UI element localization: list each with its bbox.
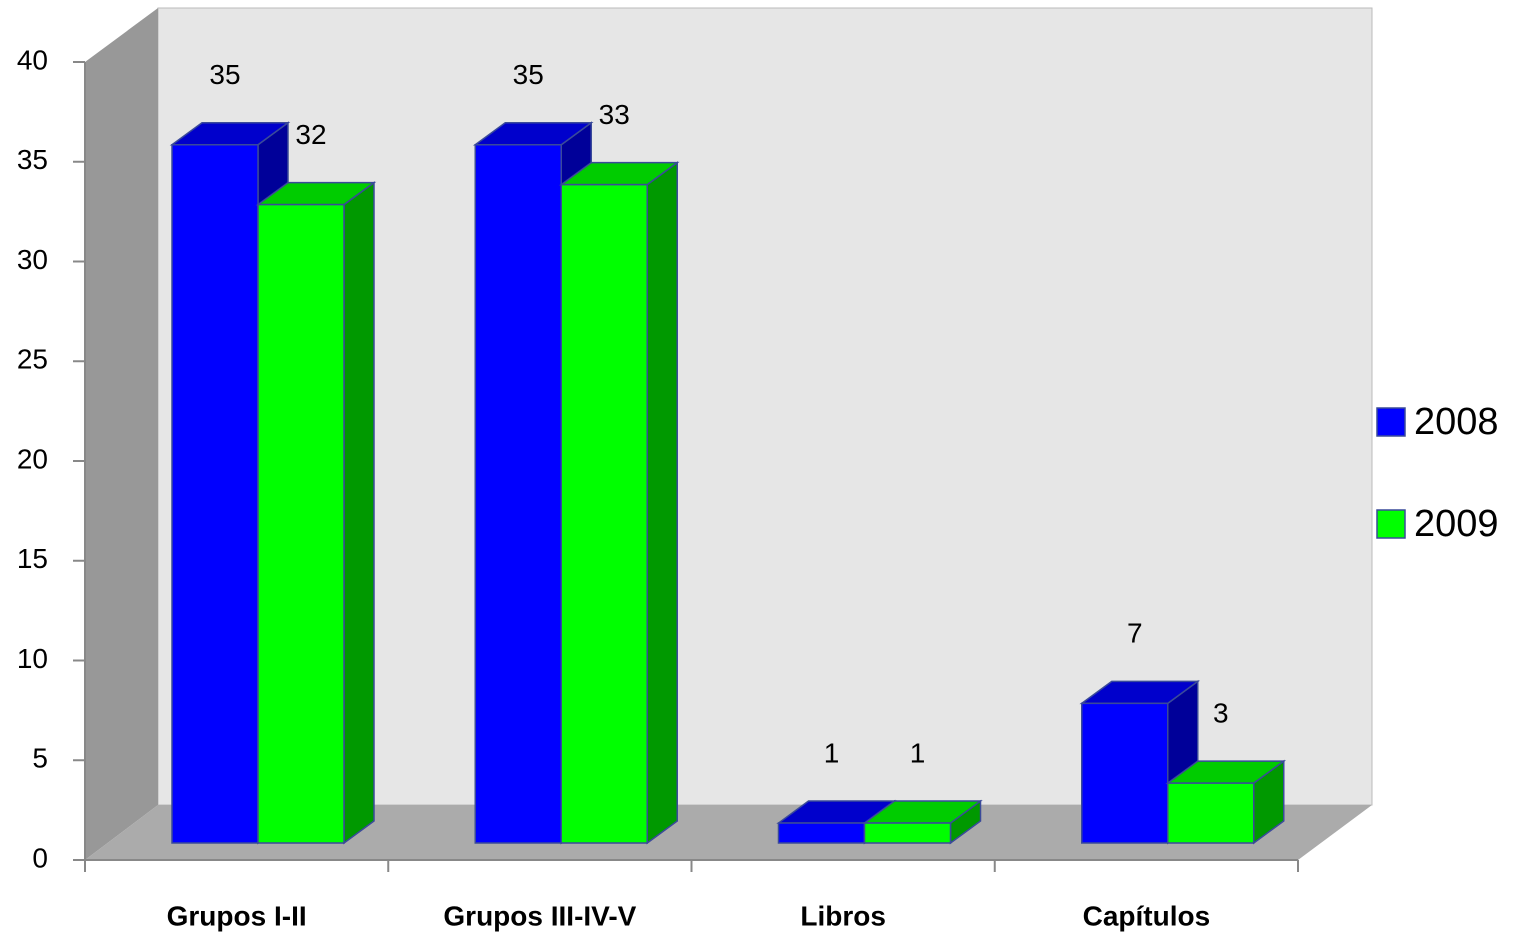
bar-face [560,183,648,844]
y-tick-label: 35 [17,144,48,175]
y-tick-label: 25 [17,344,48,375]
legend-swatch [1376,509,1406,539]
legend-swatch [1376,407,1406,437]
side-wall [85,8,158,860]
bar-face [343,181,375,845]
bar-face [646,161,678,845]
y-tick-label: 15 [17,543,48,574]
y-tick-label: 5 [32,743,48,774]
value-label: 33 [599,99,630,130]
bar-face [863,822,952,844]
bar [255,181,377,845]
bar [558,161,680,845]
bar-face [257,203,345,844]
bar-face [1167,782,1255,844]
bar-face [474,144,562,844]
bar-face [777,822,866,844]
bar [1165,759,1287,845]
x-tick-label: Grupos III-IV-V [443,900,636,931]
y-tick-label: 0 [32,842,48,873]
value-label: 1 [910,737,926,768]
floor [85,805,1372,860]
value-label: 35 [513,59,544,90]
x-tick-label: Grupos I-II [167,900,307,931]
bar [862,799,983,845]
legend-label: 2009 [1414,503,1499,545]
value-label: 35 [209,59,240,90]
y-tick-label: 30 [17,244,48,275]
y-tick-label: 20 [17,443,48,474]
x-tick-label: Capítulos [1083,900,1211,931]
bar-face [171,144,259,844]
y-tick-label: 10 [17,643,48,674]
value-label: 3 [1213,698,1229,729]
value-label: 32 [295,119,326,150]
value-label: 1 [824,737,840,768]
bar-face [1081,702,1169,844]
y-tick-label: 40 [17,44,48,75]
legend-label: 2008 [1414,401,1499,443]
x-tick-label: Libros [800,900,886,931]
value-label: 7 [1127,618,1143,649]
